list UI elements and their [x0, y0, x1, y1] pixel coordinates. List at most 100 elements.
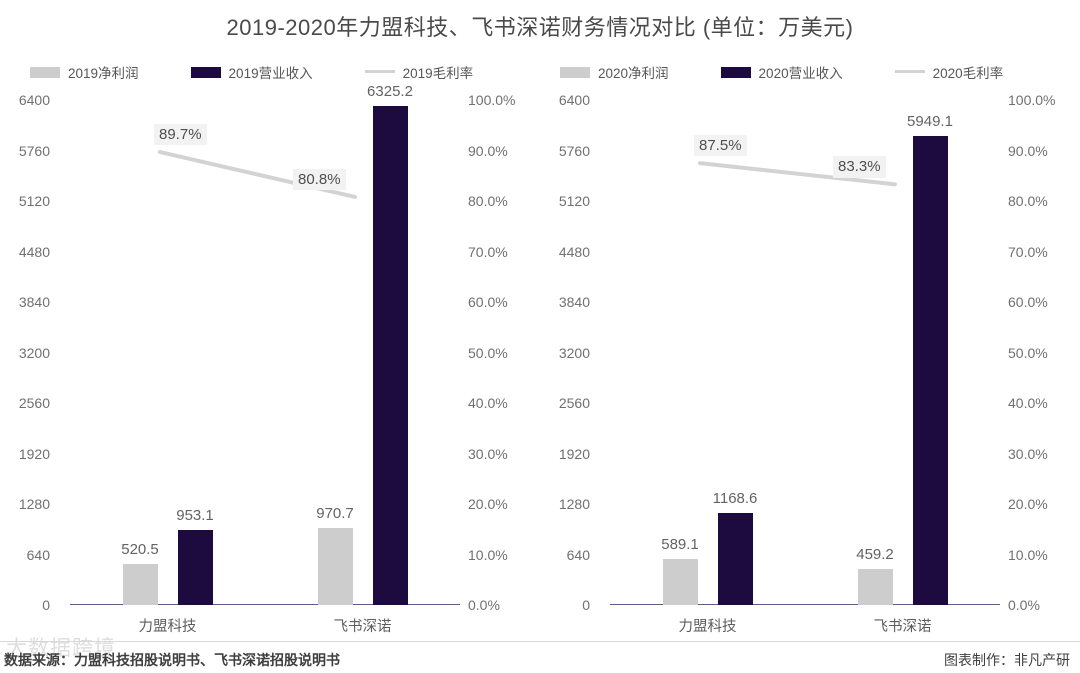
bar-value-label: 589.1 [661, 535, 699, 553]
percent-axis-tick: 80.0% [1008, 193, 1048, 209]
footer-source: 数据来源：力盟科技招股说明书、飞书深诺招股说明书 [4, 652, 340, 668]
percent-axis: 100.0% 90.0% 80.0% 70.0% 60.0% 50.0% 40.0% 30.0… [1008, 92, 1068, 613]
bar-value-label: 5949.1 [907, 112, 953, 130]
percent-axis-tick: 70.0% [468, 243, 508, 260]
percent-axis-tick: 50.0% [468, 344, 508, 361]
bar-value-label: 1168.6 [712, 489, 758, 507]
value-axis-tick: 640 [26, 546, 50, 563]
value-axis-tick: 5120 [558, 193, 590, 209]
value-axis-tick: 1280 [558, 496, 590, 512]
value-axis-tick: 3840 [18, 294, 50, 310]
percent-axis-tick: 70.0% [1008, 243, 1048, 260]
value-axis: 6400 5760 5120 4480 3840 3200 2560 1920 1280 640 0 [0, 92, 50, 613]
value-axis-tick: 4480 [18, 243, 50, 260]
percent-axis-tick: 60.0% [1008, 294, 1048, 310]
plot-area: 520.5 953.1 力盟科技 970.7 6325.2 飞书深诺 89.7% 80.8% [70, 83, 460, 635]
legend-label: 2020营业收入 [758, 66, 843, 81]
value-axis-tick: 0 [582, 597, 590, 613]
percent-axis-tick: 20.0% [1008, 496, 1048, 512]
percent-axis-tick: 30.0% [468, 445, 508, 462]
gross-margin-label: 89.7% [154, 124, 207, 146]
value-axis-tick: 4480 [558, 243, 590, 260]
percent-axis-tick: 50.0% [1008, 344, 1048, 361]
value-axis-tick: 6400 [558, 92, 590, 108]
legend-item-2020-gross-margin[interactable]: 2020毛利率 [894, 62, 1004, 82]
gross-margin-label: 83.3% [833, 156, 886, 178]
watermark: 大数据跨境 [6, 637, 116, 660]
legend-swatch-bar-icon [560, 66, 590, 78]
percent-axis: 100.0% 90.0% 80.0% 70.0% 60.0% 50.0% 40.0% 30.0… [468, 92, 528, 613]
bar-value-label: 520.5 [121, 540, 159, 558]
category-label: 飞书深诺 [333, 619, 392, 635]
value-axis-tick: 5760 [18, 142, 50, 159]
legend-swatch-bar-icon [30, 66, 60, 78]
legend-swatch-line-icon [364, 70, 395, 73]
percent-axis-tick: 100.0% [468, 92, 516, 108]
value-axis-tick: 6400 [18, 92, 50, 108]
legend-swatch-bar-icon [190, 66, 221, 78]
legend-swatch-line-icon [894, 70, 925, 73]
value-axis-tick: 0 [42, 597, 50, 613]
value-axis: 6400 5760 5120 4480 3840 3200 2560 1920 1280 640 0 [540, 92, 590, 613]
percent-axis-tick: 20.0% [468, 496, 508, 512]
percent-axis-tick: 10.0% [1008, 546, 1048, 563]
value-axis-tick: 2560 [558, 395, 590, 411]
x-axis-line [610, 604, 1000, 605]
legend: 2019净利润 2019营业收入 2019毛利率 2020净利润 2020营业收… [0, 62, 1080, 84]
legend-item-2020-revenue[interactable]: 2020营业收入 [720, 62, 843, 82]
legend-item-2019-gross-margin[interactable]: 2019毛利率 [364, 62, 474, 82]
bar-value-label: 953.1 [176, 506, 214, 524]
percent-axis-tick: 40.0% [1008, 395, 1048, 411]
legend-label: 2020净利润 [598, 66, 669, 81]
footer-divider [0, 641, 1080, 642]
value-axis-tick: 640 [566, 546, 590, 563]
gross-margin-label: 80.8% [293, 168, 346, 191]
bar-value-label: 970.7 [316, 505, 354, 523]
bar[interactable] [717, 512, 753, 605]
value-axis-tick: 3200 [18, 344, 50, 361]
bar-value-label: 6325.2 [367, 82, 413, 100]
category-label: 力盟科技 [678, 619, 737, 635]
legend-group-2019: 2019净利润 2019营业收入 2019毛利率 [30, 62, 473, 82]
value-axis-tick: 3200 [558, 344, 590, 361]
percent-axis-tick: 10.0% [468, 546, 508, 563]
percent-axis-tick: 100.0% [1008, 92, 1056, 108]
value-axis-tick: 1920 [18, 445, 50, 462]
category-label: 力盟科技 [138, 619, 197, 635]
percent-axis-tick: 0.0% [1008, 597, 1040, 613]
value-axis-tick: 5120 [18, 193, 50, 209]
percent-axis-tick: 80.0% [468, 193, 508, 209]
plot-area: 589.1 1168.6 力盟科技 459.2 5949.1 飞书深诺 87.5% 83.3% [610, 100, 1000, 635]
bar-value-label: 459.2 [856, 545, 894, 563]
percent-axis-tick: 90.0% [1008, 142, 1048, 159]
legend-group-2020: 2020净利润 2020营业收入 2020毛利率 [560, 62, 1003, 82]
legend-item-2019-net-profit[interactable]: 2019净利润 [30, 62, 139, 82]
percent-axis-tick: 30.0% [1008, 445, 1048, 462]
percent-axis-tick: 90.0% [468, 142, 508, 159]
value-axis-tick: 5760 [558, 142, 590, 159]
category-label: 飞书深诺 [873, 619, 932, 635]
value-axis-tick: 1920 [558, 445, 590, 462]
value-axis-tick: 1280 [18, 496, 50, 512]
legend-label: 2019营业收入 [228, 66, 313, 81]
footer-credit: 图表制作：非凡产研 [944, 652, 1070, 668]
bar[interactable] [122, 563, 158, 605]
value-axis-tick: 3840 [558, 294, 590, 310]
bar[interactable] [857, 568, 893, 605]
bar[interactable] [177, 529, 213, 605]
gross-margin-label: 87.5% [694, 135, 747, 157]
legend-label: 2020毛利率 [932, 66, 1004, 81]
bar[interactable] [317, 528, 353, 605]
legend-item-2019-revenue[interactable]: 2019营业收入 [190, 62, 313, 82]
chart-panel-2020: 6400 5760 5120 4480 3840 3200 2560 1920 1280 640 0… [540, 92, 1080, 640]
legend-label: 2019毛利率 [402, 66, 474, 81]
bar[interactable] [372, 105, 408, 605]
x-axis-line [70, 604, 460, 605]
percent-axis-tick: 0.0% [468, 597, 500, 613]
legend-label: 2019净利润 [68, 66, 139, 81]
bar[interactable] [662, 558, 698, 605]
legend-item-2020-net-profit[interactable]: 2020净利润 [560, 62, 669, 82]
value-axis-tick: 2560 [18, 395, 50, 411]
bar[interactable] [912, 135, 948, 605]
